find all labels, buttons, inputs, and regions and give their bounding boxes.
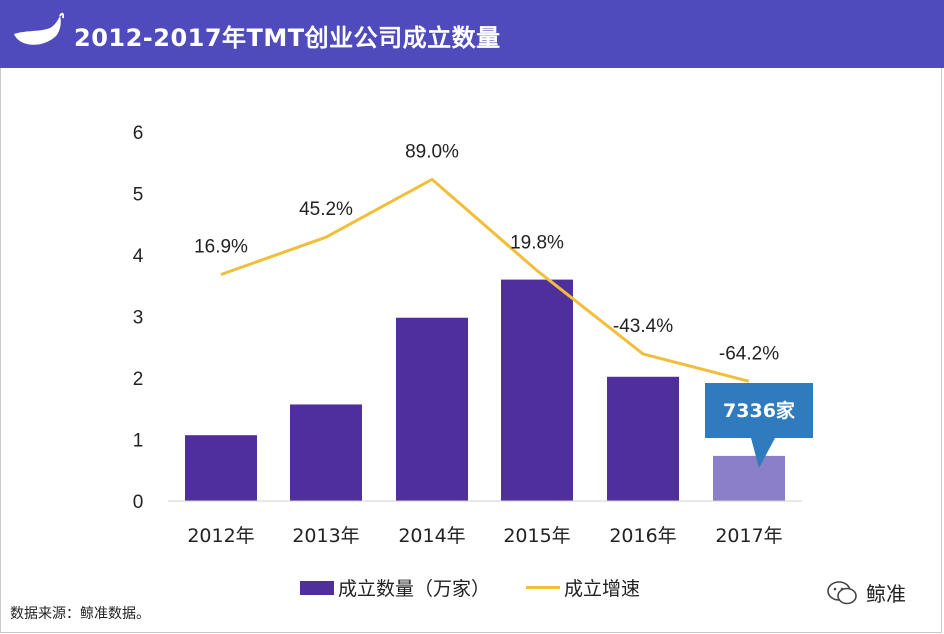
chart-legend: 成立数量（万家） 成立增速 <box>300 574 640 601</box>
legend-bar-label: 成立数量（万家） <box>338 578 491 600</box>
x-tick-label: 2016年 <box>609 525 676 547</box>
whale-logo-icon <box>14 12 64 45</box>
legend-bar-swatch <box>300 580 334 595</box>
growth-data-label: 45.2% <box>299 199 353 220</box>
bar <box>185 435 257 501</box>
watermark-text: 鲸准 <box>866 582 906 606</box>
x-tick-label: 2014年 <box>398 525 465 547</box>
x-tick-label: 2013年 <box>292 525 359 547</box>
x-tick-label: 2015年 <box>503 525 570 547</box>
y-tick-label: 5 <box>133 185 144 206</box>
growth-data-label: 16.9% <box>194 236 248 257</box>
bar <box>713 455 785 501</box>
bar <box>290 404 362 501</box>
y-tick-label: 4 <box>133 246 144 267</box>
bar <box>501 279 573 501</box>
bar <box>396 317 468 501</box>
y-tick-label: 1 <box>133 431 144 452</box>
chart-frame <box>0 68 942 633</box>
callout-label: 7336家 <box>723 399 796 422</box>
growth-data-label: -43.4% <box>613 316 673 337</box>
chart-title: 2012-2017年TMT创业公司成立数量 <box>74 24 501 52</box>
bar <box>607 376 679 501</box>
callout-pointer <box>751 438 775 468</box>
growth-data-label: 89.0% <box>405 141 459 162</box>
chart-header: 2012-2017年TMT创业公司成立数量 <box>0 0 944 68</box>
growth-data-label: 19.8% <box>510 233 564 254</box>
y-tick-label: 2 <box>133 369 144 390</box>
y-tick-label: 0 <box>133 492 144 513</box>
y-tick-label: 3 <box>133 308 144 329</box>
watermark: 鲸准 <box>826 578 906 607</box>
callout-box <box>705 383 813 438</box>
x-tick-label: 2017年 <box>715 525 782 547</box>
legend-line-label: 成立增速 <box>564 578 641 600</box>
legend-line-swatch <box>526 586 561 589</box>
x-tick-label: 2012年 <box>187 525 254 547</box>
y-tick-label: 6 <box>133 123 144 144</box>
growth-line <box>220 177 750 383</box>
data-source-note: 数据来源：鲸准数据。 <box>10 606 150 622</box>
wechat-icon <box>827 580 857 604</box>
growth-data-label: -64.2% <box>719 343 779 364</box>
